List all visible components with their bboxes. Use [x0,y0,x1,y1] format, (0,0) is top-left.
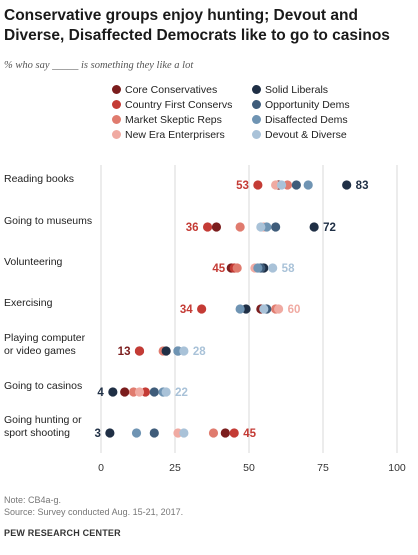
legend-swatch [112,130,121,139]
data-point [149,387,159,397]
data-point [253,180,263,190]
row-label-line: sport shooting [4,427,70,439]
data-label-max: 60 [288,304,301,316]
legend-item: Disaffected Dems [252,114,348,126]
data-point [211,222,222,232]
legend-swatch [252,85,261,94]
data-label-min: 34 [180,304,193,316]
data-point [149,428,159,438]
data-label-min: 53 [236,180,249,192]
row-label: Exercising [4,297,52,310]
source-text: Source: Survey conducted Aug. 15-21, 201… [4,507,184,517]
row-label: Going to museums [4,215,92,228]
legend-item: Market Skeptic Reps [112,114,222,126]
data-point [268,263,278,273]
data-label-max: 22 [175,387,188,399]
data-label-min: 4 [97,387,104,399]
data-point [253,263,263,273]
row-label-line: Exercising [4,296,53,309]
x-tick-label: 50 [243,462,255,474]
data-label-min: 45 [212,263,225,275]
x-tick-label: 75 [317,462,329,474]
legend-item: Opportunity Dems [252,99,350,111]
legend-label: Core Conservatives [125,84,218,96]
legend-swatch [112,115,121,124]
data-point [179,428,189,438]
legend-swatch [252,130,261,139]
legend-label: Country First Conservs [125,99,233,111]
data-label-min: 3 [94,428,100,440]
row-label-line: Volunteering [4,255,63,268]
data-point [235,222,245,232]
note-text: Note: CB4a-g. [4,495,62,505]
data-label-max: 83 [356,180,369,192]
data-label-max: 45 [243,428,256,440]
row-label-line: or video games [4,345,76,357]
row-label: Volunteering [4,256,62,269]
data-label-min: 13 [118,346,131,358]
legend-item: Solid Liberals [252,84,328,96]
data-point [208,428,219,438]
dot-plot: 0 25 50 75 100 53 83 36 72 45 58 34 60 13 28 4 22 3 45 [94,165,406,474]
data-label-max: 58 [282,263,295,275]
data-point [274,304,284,314]
data-point [134,387,145,397]
data-point [197,304,207,314]
org-credit: PEW RESEARCH CENTER [4,528,121,538]
data-point [303,180,313,190]
data-point [120,387,130,397]
legend-swatch [252,100,261,109]
legend-label: Solid Liberals [265,84,329,96]
legend-label: New Era Enterprisers [125,129,225,141]
row-label-line: Going to museums [4,214,93,227]
legend-swatch [252,115,261,124]
legend-swatch [112,85,121,94]
row-label: Reading books [4,173,74,186]
data-point [105,428,115,438]
x-tick-label: 25 [169,462,181,474]
legend-label: Opportunity Dems [265,99,350,111]
data-point [220,428,230,438]
data-point [202,222,213,232]
data-point [232,263,242,273]
row-label-line: Reading books [4,172,75,185]
row-label: Going to casinos [4,380,82,393]
data-point [179,346,189,356]
data-point [259,304,269,314]
data-label-max: 28 [193,346,206,358]
row-label-line: Going to casinos [4,379,83,392]
data-point [309,222,319,232]
data-label-min: 36 [186,222,199,234]
data-label-max: 72 [323,222,336,234]
x-tick-label: 0 [98,462,104,474]
notes: Note: CB4a-g. Source: Survey conducted A… [4,494,183,518]
data-point [108,387,118,397]
data-point [256,222,266,232]
legend-label: Devout & Diverse [265,129,347,141]
data-point [131,428,142,438]
data-point [134,346,145,356]
legend-label: Market Skeptic Reps [125,114,222,126]
data-point [229,428,239,438]
legend-item: New Era Enterprisers [112,129,225,141]
row-label-line: Playing computer [4,332,86,344]
data-point [342,180,352,190]
chart-subtitle: % who say _____ is something they like a… [4,60,194,71]
legend-item: Devout & Diverse [252,129,347,141]
row-label: Going hunting or sport shooting [4,414,82,440]
row-label-line: Going hunting or [4,414,82,426]
data-point [271,222,281,232]
chart-title: Conservative groups enjoy hunting; Devou… [4,7,390,44]
data-point [276,180,287,190]
legend-item: Core Conservatives [112,84,217,96]
data-point [291,180,301,190]
data-point [161,346,171,356]
legend-swatch [112,100,121,109]
row-label: Playing computer or video games [4,332,85,358]
legend-label: Disaffected Dems [265,114,348,126]
legend-item: Country First Conservs [112,99,232,111]
data-point [161,387,171,397]
x-tick-label: 100 [388,462,406,474]
data-point [235,304,245,314]
